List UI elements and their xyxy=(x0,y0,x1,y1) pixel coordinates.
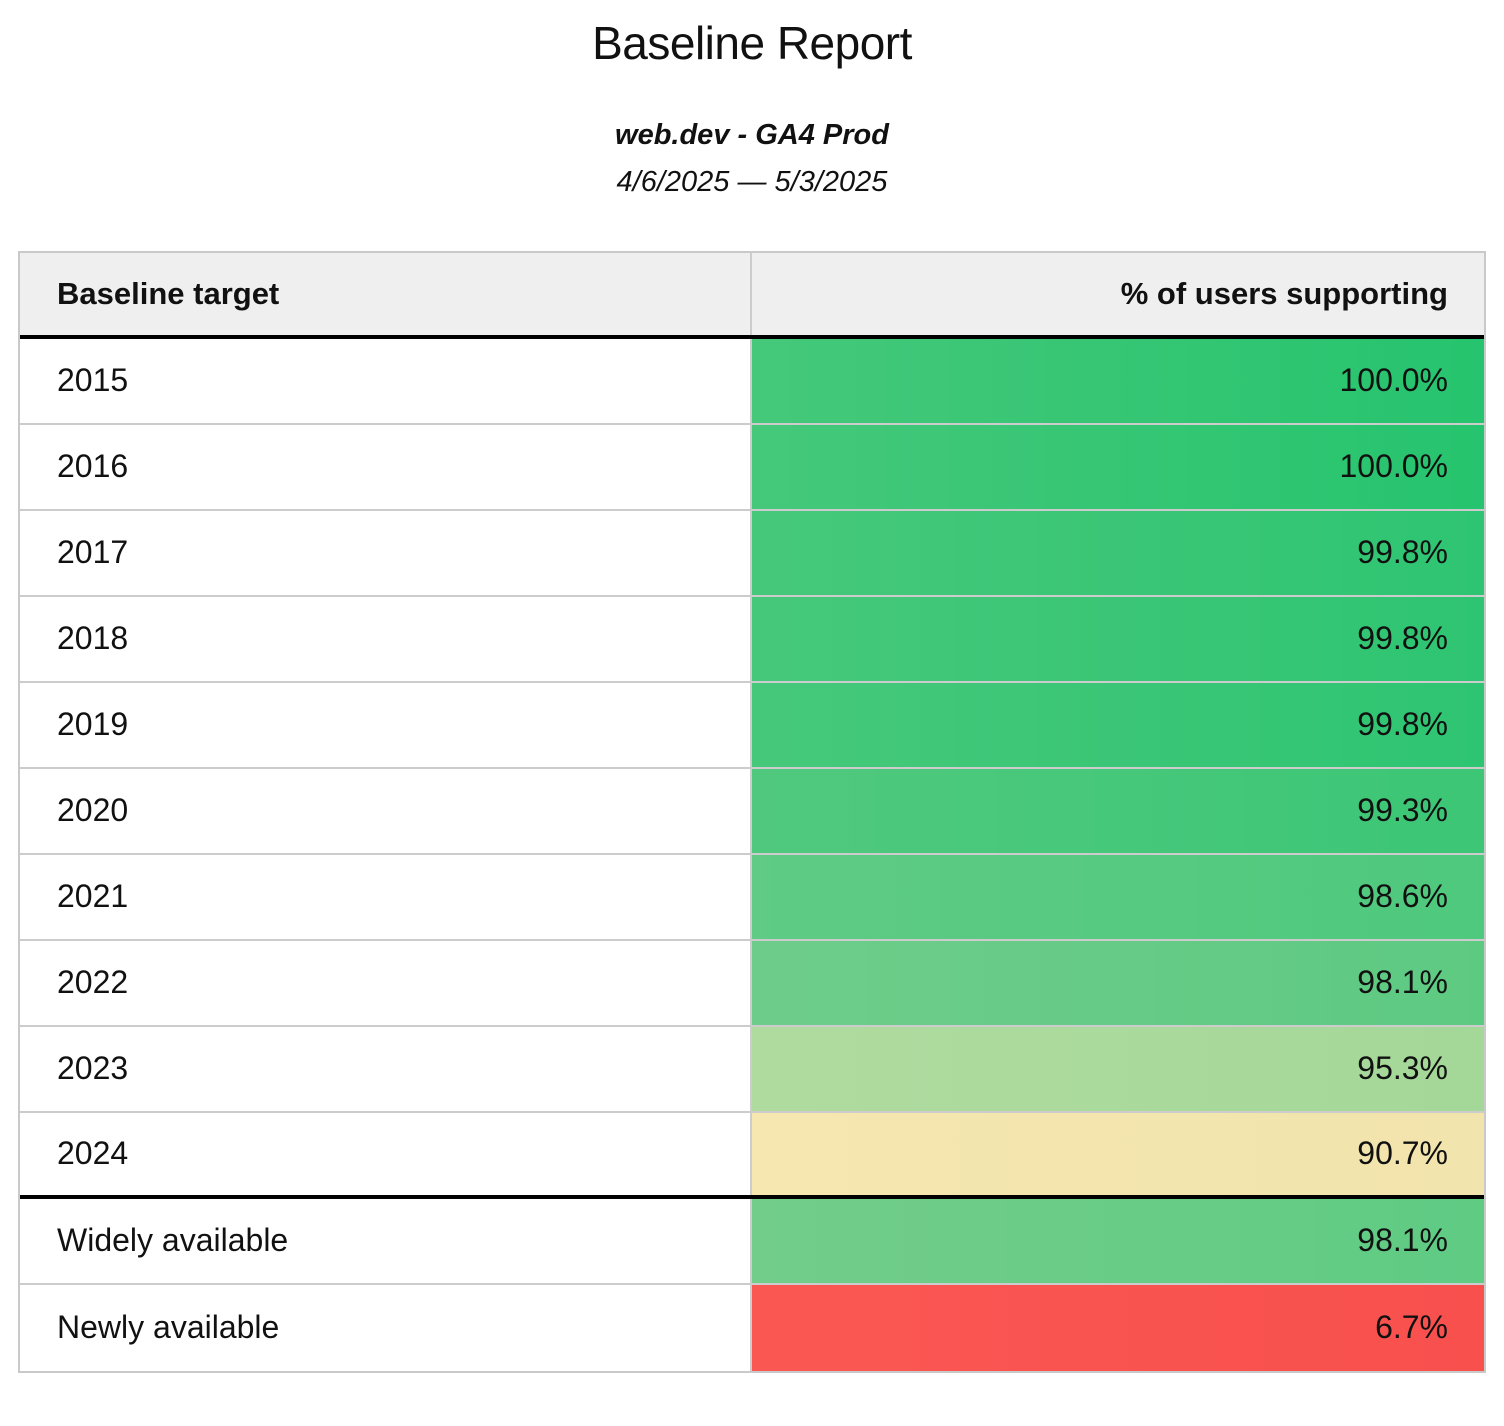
table-row: Widely available 98.1% xyxy=(20,1198,1484,1285)
table-row: 2024 90.7% xyxy=(20,1112,1484,1199)
baseline-target-cell: 2018 xyxy=(20,596,752,681)
baseline-target-cell: Widely available xyxy=(20,1198,752,1283)
baseline-target-cell: 2020 xyxy=(20,768,752,853)
table-row: 2023 95.3% xyxy=(20,1026,1484,1113)
table-row: 2018 99.8% xyxy=(20,596,1484,683)
table-row: 2017 99.8% xyxy=(20,510,1484,597)
support-percent-cell: 99.3% xyxy=(752,768,1484,853)
support-percent-cell: 6.7% xyxy=(752,1284,1484,1371)
baseline-target-cell: 2017 xyxy=(20,510,752,595)
baseline-target-cell: 2023 xyxy=(20,1026,752,1111)
table-row: 2020 99.3% xyxy=(20,768,1484,855)
column-header-baseline-target: Baseline target xyxy=(20,252,752,335)
report-source: web.dev - GA4 Prod xyxy=(615,118,889,151)
support-percent-cell: 99.8% xyxy=(752,682,1484,767)
table-row: 2019 99.8% xyxy=(20,682,1484,769)
baseline-target-cell: 2015 xyxy=(20,338,752,423)
table-row: 2015 100.0% xyxy=(20,338,1484,425)
support-percent-cell: 100.0% xyxy=(752,338,1484,423)
baseline-target-cell: 2016 xyxy=(20,424,752,509)
baseline-target-cell: 2021 xyxy=(20,854,752,939)
baseline-target-cell: Newly available xyxy=(20,1284,752,1371)
baseline-target-cell: 2019 xyxy=(20,682,752,767)
table-header-row: Baseline target % of users supporting xyxy=(20,252,1484,339)
page-title: Baseline Report xyxy=(592,17,912,69)
support-percent-cell: 99.8% xyxy=(752,510,1484,595)
report-header: Baseline Report web.dev - GA4 Prod 4/6/2… xyxy=(0,18,1504,199)
support-percent-cell: 99.8% xyxy=(752,596,1484,681)
support-percent-cell: 90.7% xyxy=(752,1112,1484,1195)
table-row: Newly available 6.7% xyxy=(20,1284,1484,1371)
support-percent-cell: 98.6% xyxy=(752,854,1484,939)
baseline-target-cell: 2022 xyxy=(20,940,752,1025)
table-row: 2022 98.1% xyxy=(20,940,1484,1027)
baseline-table: Baseline target % of users supporting 20… xyxy=(18,250,1486,1373)
report-date-range: 4/6/2025 — 5/3/2025 xyxy=(616,165,888,198)
table-row: 2021 98.6% xyxy=(20,854,1484,941)
support-percent-cell: 95.3% xyxy=(752,1026,1484,1111)
column-header-users-supporting: % of users supporting xyxy=(1120,275,1448,311)
support-percent-cell: 100.0% xyxy=(752,424,1484,509)
table-row: 2016 100.0% xyxy=(20,424,1484,511)
support-percent-cell: 98.1% xyxy=(752,940,1484,1025)
support-percent-cell: 98.1% xyxy=(752,1198,1484,1283)
baseline-target-cell: 2024 xyxy=(20,1112,752,1195)
